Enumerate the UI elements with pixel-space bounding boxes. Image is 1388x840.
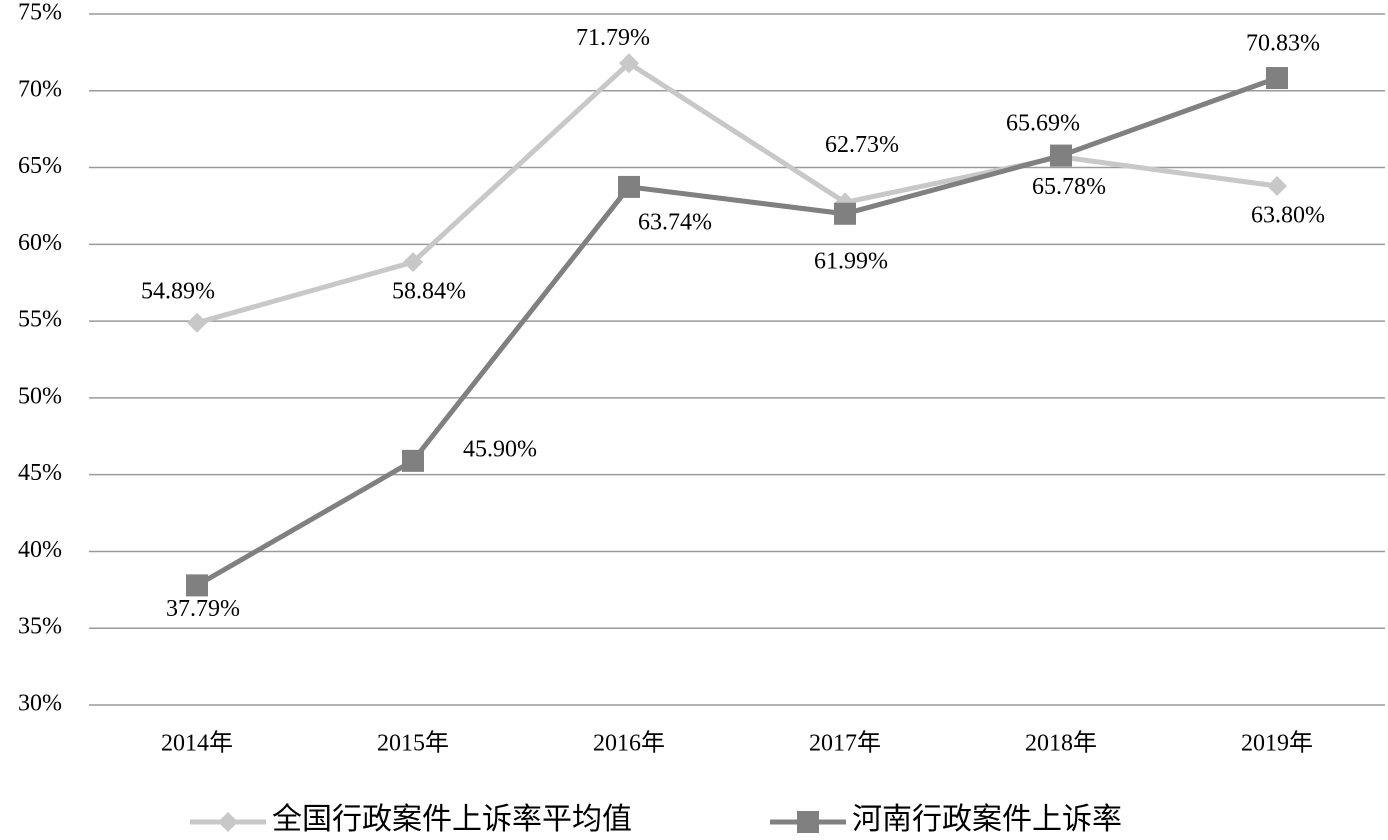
marker xyxy=(186,574,208,597)
data-label: 70.83% xyxy=(1246,31,1320,57)
data-label: 65.78% xyxy=(1032,174,1106,200)
data-label: 58.84% xyxy=(392,279,466,305)
data-label: 61.99% xyxy=(814,248,888,274)
series-line xyxy=(195,75,1278,588)
y-tick-label: 40% xyxy=(18,537,62,563)
data-label: 62.73% xyxy=(825,132,899,158)
legend-label: 河南行政案件上诉率 xyxy=(852,803,1122,836)
data-label: 37.79% xyxy=(166,596,240,622)
marker xyxy=(834,202,856,225)
y-tick-label: 70% xyxy=(18,76,62,102)
marker xyxy=(1050,144,1072,167)
data-label: 63.74% xyxy=(638,209,712,235)
data-label: 71.79% xyxy=(576,25,650,51)
y-tick-label: 35% xyxy=(18,614,62,640)
data-label: 63.80% xyxy=(1251,202,1325,228)
x-tick-label: 2018年 xyxy=(1025,730,1097,757)
legend-marker xyxy=(797,811,819,833)
data-label: 45.90% xyxy=(463,436,537,462)
y-tick-label: 75% xyxy=(18,0,62,26)
marker xyxy=(403,252,423,273)
legend-item: 河南行政案件上诉率 xyxy=(770,803,1122,836)
marker xyxy=(619,53,639,74)
marker xyxy=(1267,175,1287,196)
marker xyxy=(402,449,424,472)
marker xyxy=(618,175,640,198)
y-tick-label: 30% xyxy=(18,691,62,717)
data-label: 65.69% xyxy=(1006,110,1080,136)
y-tick-label: 65% xyxy=(18,153,62,179)
x-tick-label: 2017年 xyxy=(809,730,881,757)
y-tick-label: 60% xyxy=(18,230,62,256)
data-label: 54.89% xyxy=(141,278,215,304)
marker xyxy=(1266,67,1288,90)
x-tick-label: 2019年 xyxy=(1241,730,1313,757)
y-tick-label: 50% xyxy=(18,383,62,409)
x-tick-label: 2015年 xyxy=(377,730,449,757)
legend-item: 全国行政案件上诉率平均值 xyxy=(190,803,632,836)
legend-marker xyxy=(218,812,238,832)
legend-label: 全国行政案件上诉率平均值 xyxy=(272,803,632,836)
x-tick-label: 2016年 xyxy=(593,730,665,757)
x-tick-label: 2014年 xyxy=(161,730,233,757)
marker xyxy=(187,312,207,333)
y-tick-label: 45% xyxy=(18,460,62,486)
series-line xyxy=(196,60,1278,326)
y-tick-label: 55% xyxy=(18,307,62,333)
